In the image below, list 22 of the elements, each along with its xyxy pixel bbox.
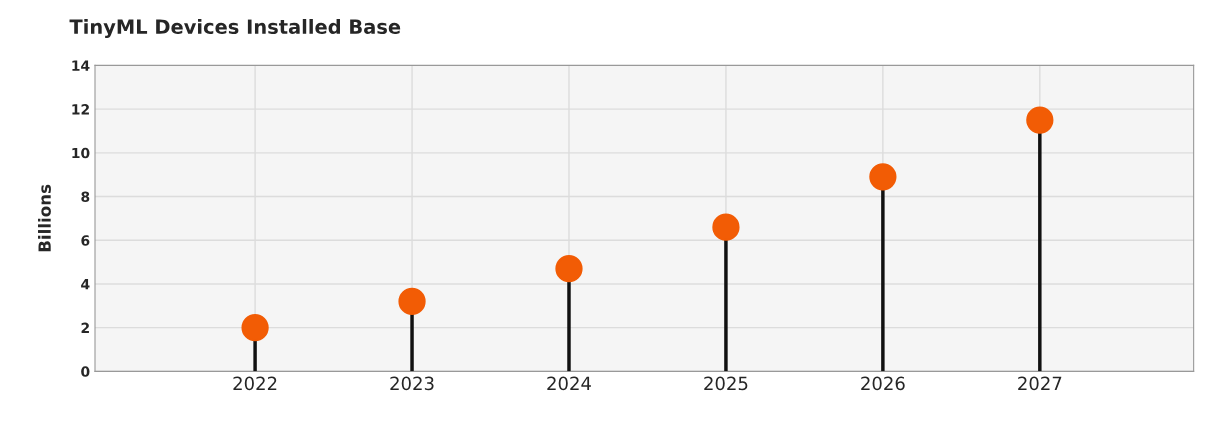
x-tick-label: 2023 <box>390 376 434 391</box>
point <box>241 314 269 342</box>
y-tick-label: 12 <box>72 104 89 115</box>
x-tick-label: 2024 <box>547 376 591 391</box>
point <box>1026 106 1054 134</box>
point <box>398 287 426 316</box>
y-tick-label: 14 <box>72 60 90 71</box>
x-tick-label: 2026 <box>861 376 905 391</box>
y-tick-label: 8 <box>81 191 90 203</box>
chart-title: TinyML Devices Installed Base <box>69 18 401 38</box>
y-tick-label: 4 <box>81 279 90 290</box>
point <box>869 163 897 191</box>
y-tick-label: 2 <box>81 322 89 333</box>
x-tick-label: 2025 <box>704 376 748 391</box>
y-tick-label: 10 <box>72 147 90 159</box>
x-tick-label: 2022 <box>233 376 277 391</box>
point <box>712 213 740 241</box>
x-tick-label: 2027 <box>1018 376 1062 391</box>
y-tick-label: 6 <box>81 235 90 246</box>
y-axis-title: Billions <box>38 184 51 252</box>
y-tick-label: 0 <box>81 366 90 377</box>
point <box>555 255 583 283</box>
